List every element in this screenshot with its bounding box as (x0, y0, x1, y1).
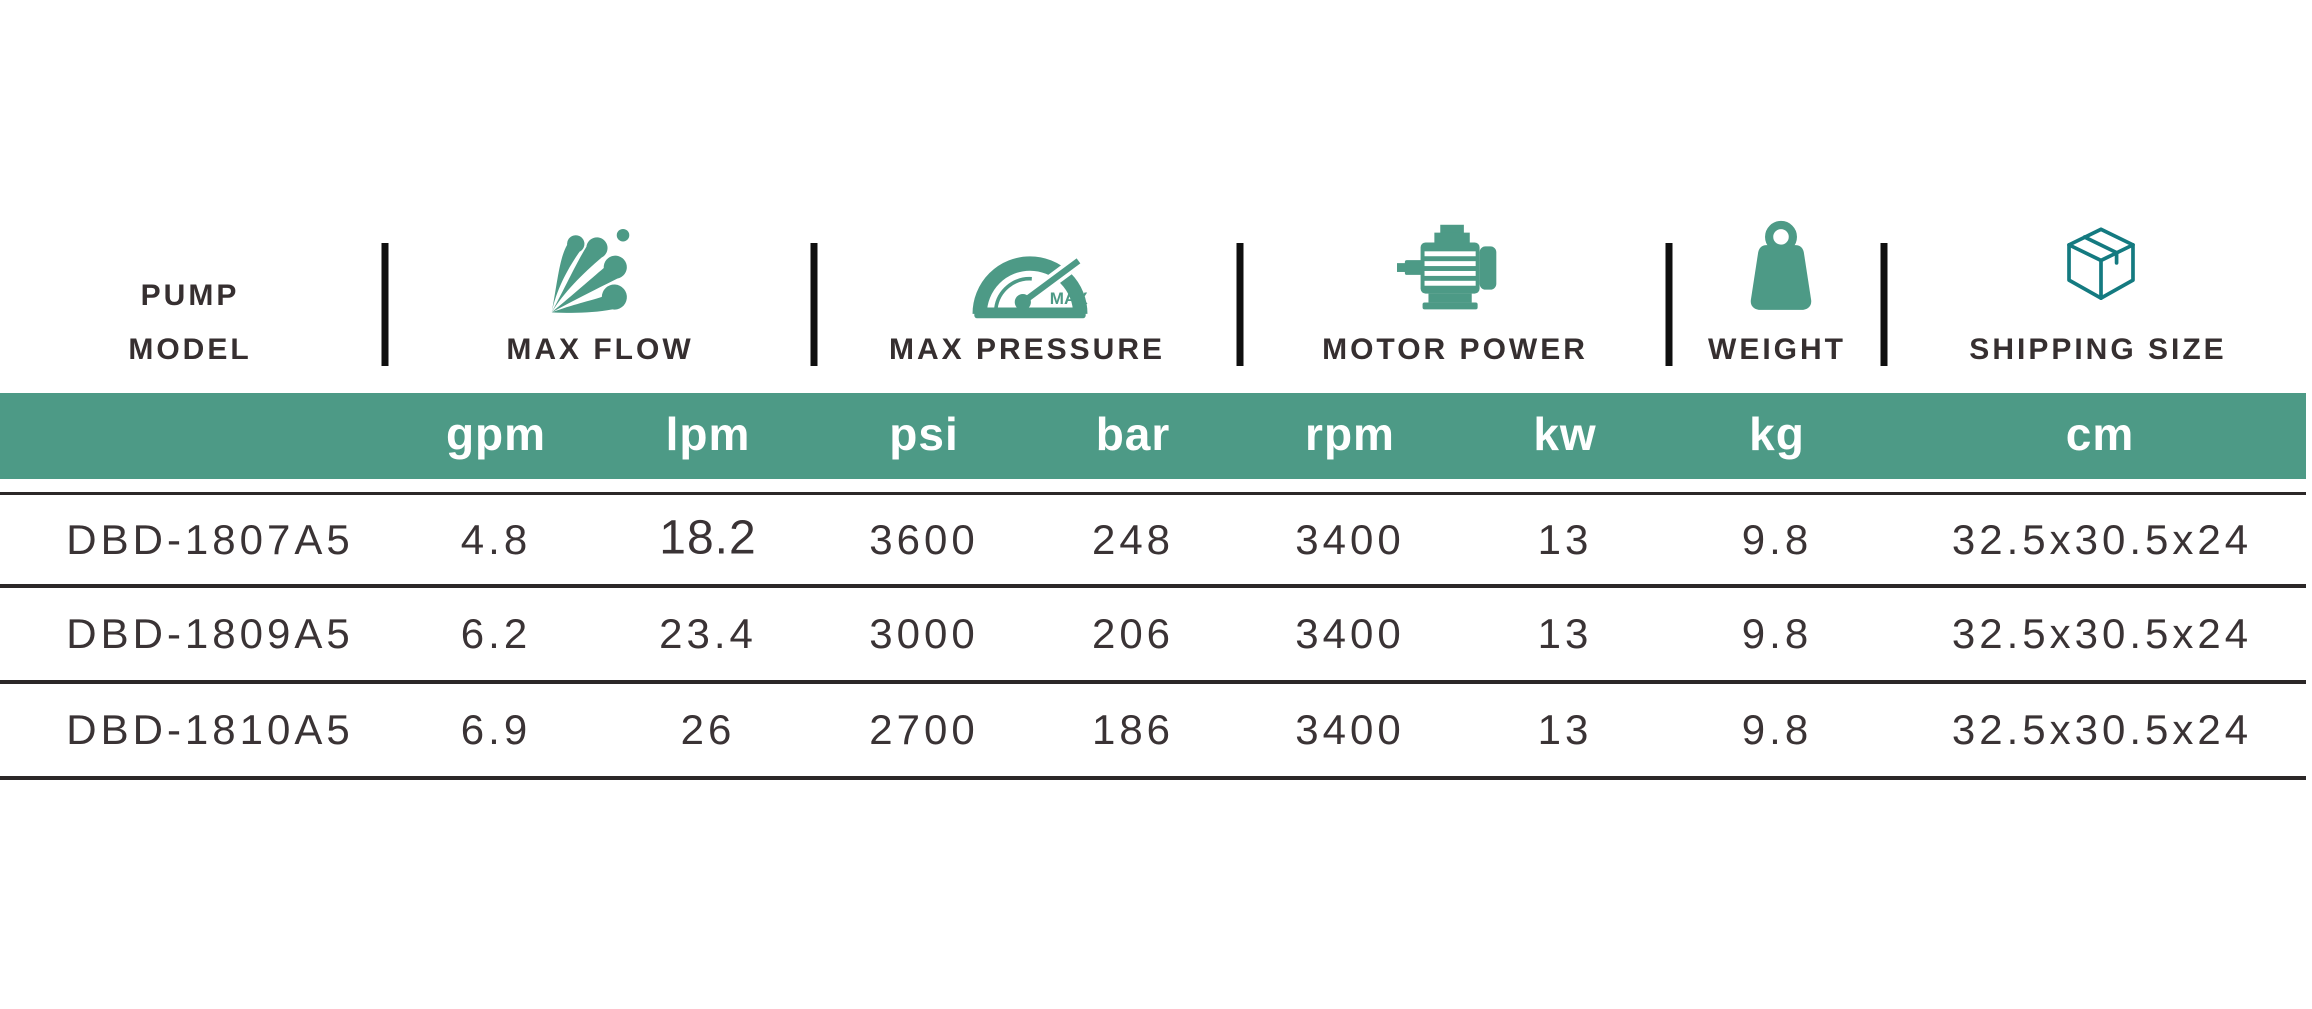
unit-header-band (0, 393, 2306, 479)
cell-kw: 13 (1537, 706, 1593, 753)
pump-model-title-line2: MODEL (128, 333, 252, 366)
row-line (0, 680, 2306, 684)
row-line (0, 492, 2306, 495)
cell-lpm: 23.4 (659, 610, 757, 657)
cell-gpm: 6.2 (460, 610, 532, 657)
cell-lpm: 26 (680, 706, 736, 753)
header-divider (1665, 243, 1673, 366)
unit-lpm: lpm (665, 408, 751, 460)
unit-psi: psi (889, 408, 959, 460)
cell-rpm: 3400 (1295, 706, 1405, 753)
weight-header: WEIGHT (1708, 333, 1846, 366)
gauge-max-text: MAX (1050, 289, 1089, 308)
unit-cm: cm (2065, 408, 2135, 460)
cell-gpm: 4.8 (460, 516, 532, 563)
unit-rpm: rpm (1305, 408, 1395, 460)
cell-rpm: 3400 (1295, 610, 1405, 657)
cell-psi: 3600 (869, 516, 979, 563)
cell-kg: 9.8 (1741, 516, 1813, 563)
cell-bar: 206 (1091, 610, 1175, 657)
cell-shipping: 32.5x30.5x24 (1951, 610, 2253, 657)
shipping-box-icon (2060, 224, 2142, 310)
cell-kw: 13 (1537, 610, 1593, 657)
cell-model: DBD-1807A5 (66, 516, 354, 563)
header-divider (1880, 243, 1888, 366)
pump-model-title-line1: PUMP (140, 279, 240, 312)
cell-kg: 9.8 (1741, 610, 1813, 657)
cell-kg: 9.8 (1741, 706, 1813, 753)
max-flow-header: MAX FLOW (506, 333, 694, 366)
unit-kw: kw (1533, 408, 1597, 460)
cell-shipping: 32.5x30.5x24 (1951, 516, 2253, 563)
cell-kw: 13 (1537, 516, 1593, 563)
cell-shipping: 32.5x30.5x24 (1951, 706, 2253, 753)
electric-motor-icon (1397, 224, 1515, 316)
cell-psi: 2700 (869, 706, 979, 753)
shipping-size-header: SHIPPING SIZE (1969, 333, 2227, 366)
cell-psi: 3000 (869, 610, 979, 657)
header-divider (1236, 243, 1244, 366)
unit-kg: kg (1749, 408, 1805, 460)
row-line (0, 584, 2306, 588)
row-line (0, 776, 2306, 780)
cell-bar: 186 (1091, 706, 1175, 753)
water-splash-icon (544, 219, 650, 317)
header-divider (381, 243, 389, 366)
unit-bar: bar (1095, 408, 1171, 460)
cell-model: DBD-1810A5 (66, 706, 354, 753)
unit-gpm: gpm (445, 408, 547, 460)
cell-rpm: 3400 (1295, 516, 1405, 563)
cell-lpm: 18.2 (659, 511, 757, 565)
weight-kettlebell-icon (1739, 220, 1823, 314)
header-divider (810, 243, 818, 366)
cell-bar: 248 (1091, 516, 1175, 563)
cell-gpm: 6.9 (460, 706, 532, 753)
pressure-gauge-icon: MAX (967, 233, 1093, 321)
cell-model: DBD-1809A5 (66, 610, 354, 657)
max-pressure-header: MAX PRESSURE (888, 333, 1166, 366)
motor-power-header: MOTOR POWER (1322, 333, 1588, 366)
